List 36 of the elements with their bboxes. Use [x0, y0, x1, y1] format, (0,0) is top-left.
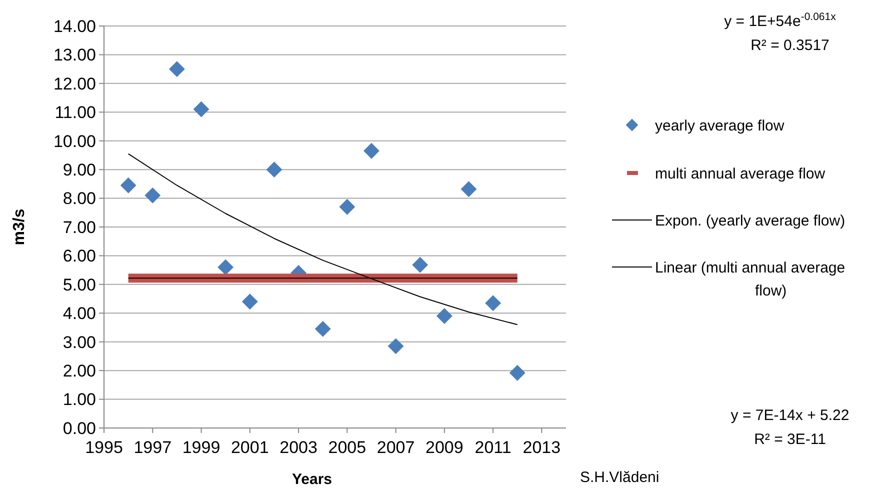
x-tick-label: 1995 [85, 438, 123, 457]
text: R² = 3E-11 [754, 431, 826, 448]
y-tick-label: 1.00 [62, 390, 96, 410]
x-tick-label: 2007 [376, 438, 415, 457]
text: R² = 0.3517 [750, 37, 830, 54]
legend-label: yearly average flow [655, 117, 784, 134]
x-tick-label: 2009 [426, 438, 464, 457]
y-tick-label: 14.00 [53, 16, 96, 36]
x-tick-label: 2005 [328, 438, 366, 457]
x-axis-title: Years [292, 471, 332, 488]
x-tick-label: 2001 [230, 438, 269, 457]
y-tick-label: 0.00 [62, 418, 96, 438]
y-tick-label: 9.00 [62, 160, 96, 180]
y-tick-label: 2.00 [62, 362, 96, 381]
y-tick-label: 7.00 [62, 218, 96, 237]
x-tick-label: 2013 [522, 438, 561, 457]
y-tick-label: 5.00 [62, 275, 96, 294]
x-tick-label: 1997 [134, 438, 172, 457]
y-tick-label: 6.00 [62, 246, 96, 266]
y-tick-label: 10.00 [53, 132, 96, 151]
text: y = 1E+54e$^{-0.061x}$ [724, 11, 837, 30]
text: S.H.Vlădeni [580, 469, 660, 486]
y-tick-label: 13.00 [53, 46, 96, 65]
legend-label: Expon. (yearly average flow) [655, 212, 846, 230]
y-tick-label: 8.00 [62, 189, 96, 208]
y-tick-label: 11.00 [54, 103, 96, 122]
x-tick-label: 1999 [182, 438, 220, 457]
y-tick-label: 4.00 [62, 304, 96, 324]
legend-label: multi annual average flow [655, 165, 826, 182]
legend-label: Linear (multi annual average flow) [655, 259, 846, 300]
x-tick-label: 2011 [474, 438, 512, 457]
text: y = 7E-14x + 5.22 [730, 407, 850, 424]
y-axis-title: m3/s [11, 208, 28, 246]
y-tick-label: 3.00 [62, 332, 96, 352]
x-tick-label: 2003 [280, 438, 318, 457]
y-tick-label: 12.00 [53, 74, 96, 94]
